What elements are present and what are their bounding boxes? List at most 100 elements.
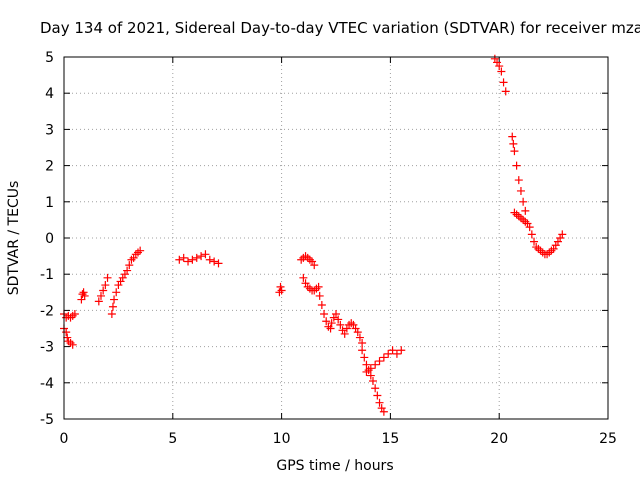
data-point — [317, 300, 326, 309]
data-point — [110, 295, 119, 304]
data-point — [516, 214, 525, 223]
data-point — [94, 297, 103, 306]
data-point — [514, 176, 523, 185]
data-point — [519, 197, 528, 206]
data-point — [397, 346, 406, 355]
data-point — [342, 324, 351, 333]
data-point — [197, 252, 206, 261]
data-point — [530, 237, 539, 246]
data-point — [362, 367, 371, 376]
data-point — [508, 132, 517, 141]
data-point — [519, 215, 528, 224]
y-tick-label: -5 — [40, 412, 54, 428]
data-point — [392, 349, 401, 358]
data-point — [371, 384, 380, 393]
x-tick-label: 15 — [381, 431, 399, 447]
data-point — [384, 349, 393, 358]
data-point — [360, 353, 369, 362]
data-point — [368, 376, 377, 385]
data-point — [347, 319, 356, 328]
data-point — [525, 223, 534, 232]
data-point — [510, 147, 519, 156]
data-point — [377, 404, 386, 413]
data-point — [543, 250, 552, 259]
data-point — [353, 328, 362, 337]
data-point — [556, 234, 565, 242]
data-point — [523, 219, 532, 228]
data-point — [175, 255, 184, 264]
grid-lines — [64, 57, 608, 419]
data-point — [315, 291, 324, 300]
y-tick-label: -1 — [40, 267, 54, 283]
data-point — [371, 360, 380, 369]
data-point — [276, 282, 285, 291]
data-point — [553, 237, 562, 246]
data-point — [558, 230, 567, 239]
y-tick-label: 0 — [45, 231, 54, 247]
data-point — [68, 311, 77, 320]
data-point — [303, 253, 312, 262]
y-tick-label: 4 — [45, 86, 54, 102]
data-point — [514, 212, 523, 221]
data-point — [301, 279, 310, 288]
data-point — [334, 315, 343, 324]
data-point — [210, 257, 219, 266]
data-point — [501, 87, 510, 96]
data-point — [103, 273, 112, 282]
data-point — [99, 286, 108, 295]
data-point — [312, 284, 321, 293]
data-point — [351, 324, 360, 333]
data-points — [60, 54, 567, 416]
data-point — [188, 255, 197, 264]
data-point — [70, 310, 79, 319]
data-point — [338, 326, 347, 335]
x-axis-label: GPS time / hours — [276, 458, 393, 474]
data-point — [527, 230, 536, 239]
data-point — [327, 319, 336, 328]
data-point — [510, 208, 519, 217]
data-point — [131, 250, 140, 259]
data-point — [388, 346, 397, 355]
data-point — [373, 391, 382, 400]
data-point — [366, 371, 375, 380]
data-point — [375, 357, 384, 366]
data-point — [63, 333, 72, 342]
data-point — [118, 273, 127, 282]
data-point — [184, 257, 193, 266]
data-point — [379, 353, 388, 362]
data-point — [80, 291, 89, 300]
data-point — [314, 282, 323, 291]
data-point — [129, 253, 138, 262]
x-tick-label: 10 — [273, 431, 291, 447]
y-tick-label: -3 — [40, 340, 54, 356]
data-point — [305, 255, 314, 264]
data-point — [214, 259, 223, 268]
y-tick-label: 2 — [45, 159, 54, 175]
y-axis-label: SDTVAR / TECUs — [6, 181, 22, 296]
data-point — [66, 313, 75, 322]
data-point — [521, 217, 530, 226]
data-point — [509, 139, 518, 148]
data-point — [125, 261, 134, 270]
data-point — [340, 329, 349, 338]
data-point — [108, 302, 117, 311]
y-tick-label: 3 — [45, 122, 54, 138]
data-point — [277, 286, 286, 295]
data-point — [116, 277, 125, 286]
data-point — [123, 266, 132, 275]
y-tick-label: -2 — [40, 303, 54, 319]
data-point — [192, 253, 201, 262]
data-point — [329, 313, 338, 322]
data-point — [534, 244, 543, 253]
data-point — [205, 255, 214, 264]
data-point — [112, 288, 121, 297]
data-point — [299, 273, 308, 282]
plot-frame — [63, 56, 609, 420]
data-point — [375, 398, 384, 407]
data-point — [68, 340, 77, 349]
data-point — [322, 317, 331, 326]
x-tick-label: 20 — [490, 431, 508, 447]
data-point — [362, 360, 371, 369]
data-point — [320, 310, 329, 319]
